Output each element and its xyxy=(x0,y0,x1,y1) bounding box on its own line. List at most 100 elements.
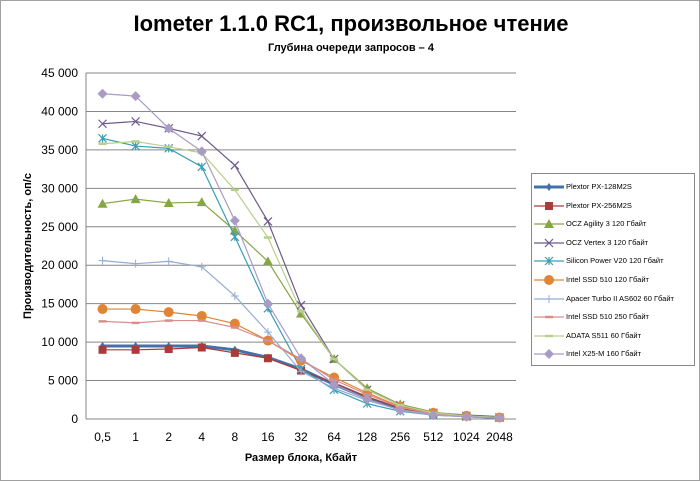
legend-marker xyxy=(545,201,553,210)
x-marker xyxy=(98,119,107,129)
x-tick-label: 0,5 xyxy=(94,430,111,444)
circle-marker xyxy=(196,310,207,321)
data-point xyxy=(131,141,141,151)
x-tick-label: 8 xyxy=(232,430,239,444)
square-marker xyxy=(131,345,140,354)
x-tick-label: 1 xyxy=(132,430,139,444)
diamond-marker xyxy=(395,405,406,416)
legend-label: Silicon Power V20 120 Гбайт xyxy=(566,256,664,266)
data-point xyxy=(229,215,240,226)
y-axis-label: Производительность, оп/с xyxy=(22,173,34,319)
legend-swatch-icon xyxy=(534,334,564,338)
data-point xyxy=(197,343,206,352)
data-point xyxy=(329,379,340,390)
data-point xyxy=(230,232,240,242)
x-tick-label: 64 xyxy=(327,430,341,444)
y-tick-label: 30 000 xyxy=(41,181,78,195)
legend-swatch-icon xyxy=(534,294,564,303)
legend: Plextor PX-128M2S Plextor PX-256M2S OCZ Ag… xyxy=(531,173,695,366)
legend-item: ADATA S511 60 Гбайт xyxy=(534,329,641,343)
diamond-marker xyxy=(296,353,306,364)
data-point xyxy=(98,345,107,354)
triangle-marker xyxy=(97,198,108,208)
chart-subtitle: Глубина очереди запросов – 4 xyxy=(268,42,434,54)
circle-marker xyxy=(163,307,174,318)
diamond-marker xyxy=(494,412,505,423)
legend-label: ADATA S511 60 Гбайт xyxy=(566,330,642,340)
data-point xyxy=(164,345,173,354)
data-point xyxy=(197,262,206,271)
plus-marker xyxy=(297,367,305,376)
x-tick-label: 16 xyxy=(261,430,275,444)
x-marker xyxy=(131,117,141,126)
circle-marker xyxy=(97,304,108,315)
data-point xyxy=(229,318,240,329)
star-marker xyxy=(197,162,207,172)
diamond-marker xyxy=(130,91,141,102)
series-3 xyxy=(98,117,504,422)
legend-item: Intel SSD 510 250 Гбайт xyxy=(534,310,649,324)
series-9 xyxy=(97,88,505,423)
circle-marker xyxy=(544,275,554,286)
legend-label: OCZ Agility 3 120 Гбайт xyxy=(566,219,647,229)
x-marker xyxy=(263,216,273,226)
legend-label: Intel X25-M 160 Гбайт xyxy=(566,349,642,359)
legend-swatch-icon xyxy=(534,349,564,360)
x-marker xyxy=(296,300,306,310)
legend-marker xyxy=(546,183,552,192)
data-point xyxy=(196,197,207,207)
data-point xyxy=(230,160,240,170)
diamond-marker xyxy=(461,411,472,422)
plus-marker xyxy=(131,259,140,268)
x-tick-label: 4 xyxy=(198,430,205,444)
data-point xyxy=(362,394,373,405)
legend-item: Silicon Power V20 120 Гбайт xyxy=(534,254,664,268)
legend-item: OCZ Agility 3 120 Гбайт xyxy=(534,217,646,231)
data-point xyxy=(131,117,141,126)
square-marker xyxy=(197,343,206,352)
triangle-marker xyxy=(262,256,273,266)
data-point xyxy=(197,162,207,172)
legend-item: Plextor PX-256M2S xyxy=(534,199,632,213)
triangle-marker xyxy=(130,194,141,204)
data-point xyxy=(163,197,174,207)
x-tick-label: 32 xyxy=(294,430,308,444)
plus-marker xyxy=(197,262,206,271)
series-line xyxy=(102,140,500,419)
x-axis-label: Размер блока, Кбайт xyxy=(245,452,358,464)
circle-marker xyxy=(229,318,240,329)
data-point xyxy=(461,411,472,422)
legend-label: Plextor PX-128M2S xyxy=(566,182,632,191)
data-point xyxy=(263,328,272,337)
data-point xyxy=(230,348,239,357)
data-point xyxy=(98,119,107,129)
square-marker xyxy=(263,354,272,363)
data-point xyxy=(197,131,207,141)
x-tick-label: 512 xyxy=(423,430,443,444)
star-marker xyxy=(230,232,240,242)
series-6 xyxy=(98,256,504,422)
y-tick-label: 0 xyxy=(71,412,78,426)
diamond-marker xyxy=(544,349,554,360)
square-marker xyxy=(545,201,553,210)
data-point xyxy=(98,133,107,143)
data-point xyxy=(196,310,207,321)
data-point xyxy=(263,354,272,363)
series-8 xyxy=(98,140,504,419)
legend-swatch-icon xyxy=(534,256,564,266)
data-point xyxy=(296,353,306,364)
data-point xyxy=(297,367,305,376)
diamond-marker xyxy=(163,123,174,134)
legend-label: Plextor PX-256M2S xyxy=(566,200,632,210)
data-point xyxy=(428,410,439,421)
y-tick-label: 40 000 xyxy=(41,104,78,118)
legend-marker xyxy=(544,256,554,266)
plus-marker xyxy=(545,294,553,303)
diamond-marker xyxy=(329,379,340,390)
y-tick-label: 45 000 xyxy=(41,66,78,80)
data-point xyxy=(262,256,273,266)
legend-marker xyxy=(545,294,553,303)
circle-marker xyxy=(130,304,141,315)
legend-swatch-icon xyxy=(534,315,564,319)
legend-swatch-icon xyxy=(534,183,564,192)
